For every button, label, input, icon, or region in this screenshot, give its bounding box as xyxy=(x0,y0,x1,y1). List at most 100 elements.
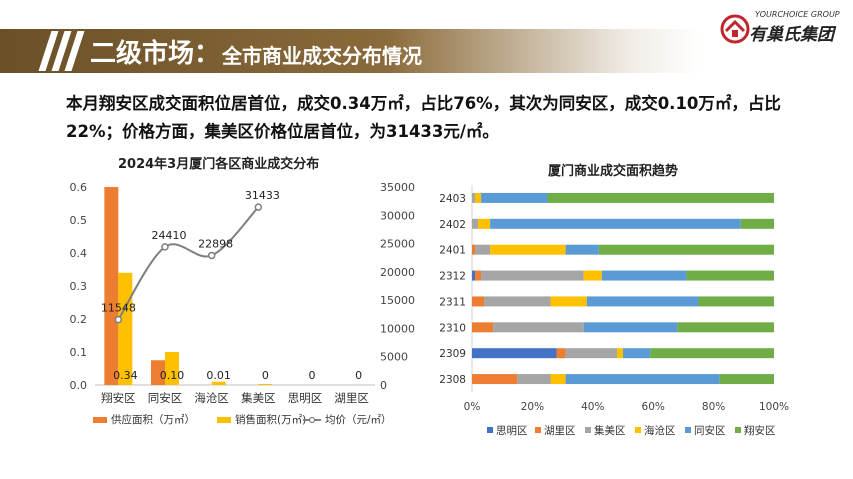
supply-bar xyxy=(104,187,119,385)
stacked-bar-segment xyxy=(472,192,476,203)
stacked-bar-segment xyxy=(550,296,587,307)
stacked-bar-segment xyxy=(481,192,548,203)
legend-label-price: 均价（元/㎡） xyxy=(325,414,392,426)
stacked-bar-segment xyxy=(472,244,476,255)
stacked-bar-segment xyxy=(565,348,617,359)
legend-label-sales: 销售面积(万㎡) xyxy=(235,413,306,426)
right-axis-tick-label: 35000 xyxy=(380,181,415,194)
x-axis-tick-label: 100% xyxy=(759,401,789,413)
stacked-bar-segment xyxy=(481,270,584,281)
stacked-bar-segment xyxy=(472,218,479,229)
x-axis-category-label: 集美区 xyxy=(241,391,275,405)
legend-label: 湖里区 xyxy=(544,425,576,437)
stacked-bar-segment xyxy=(550,374,566,385)
x-axis-tick-label: 80% xyxy=(702,401,725,413)
price-data-label: 11548 xyxy=(101,302,136,315)
y-axis-category-label: 2308 xyxy=(439,374,466,386)
legend-label-supply: 供应面积（万㎡） xyxy=(111,413,195,426)
right-axis-tick-label: 30000 xyxy=(380,209,415,222)
y-axis-category-label: 2401 xyxy=(439,245,466,257)
right-axis-tick-label: 0 xyxy=(380,379,387,392)
x-axis-tick-label: 40% xyxy=(581,401,604,413)
x-axis-category-label: 翔安区 xyxy=(101,391,136,405)
stacked-bar-segment xyxy=(472,348,557,359)
legend-swatch xyxy=(585,427,591,433)
stacked-bar-segment xyxy=(493,322,584,333)
stacked-bar-segment xyxy=(740,218,774,229)
legend-swatch xyxy=(685,427,691,433)
area-trend-chart: 0% 20% 40% 60% 80% 100% 2403 2402 2401 2312 2311 23… xyxy=(439,185,789,437)
stacked-bar-segment xyxy=(475,244,491,255)
sales-bar xyxy=(211,381,226,385)
logo-english-text: YOURCHOICE GROUP xyxy=(755,10,840,19)
district-distribution-chart: 0.0 0.1 0.2 0.3 0.4 0.5 0.6 0 5000 10000 15000 2000… xyxy=(70,181,416,426)
stacked-bar-segment xyxy=(517,374,551,385)
stacked-bar-segment xyxy=(650,348,774,359)
right-axis-tick-label: 25000 xyxy=(380,238,415,251)
price-point xyxy=(114,315,123,324)
stacked-bar-segment xyxy=(598,244,774,255)
stacked-bar-segment xyxy=(472,322,494,333)
legend-swatch xyxy=(487,427,493,433)
page-title: 二级市场： xyxy=(90,39,221,69)
y-axis-category-label: 2310 xyxy=(439,322,466,334)
legend-swatch xyxy=(735,427,741,433)
stacked-bar-segment xyxy=(623,348,651,359)
stacked-bar-segment xyxy=(583,322,678,333)
stacked-bar-segment xyxy=(478,218,491,229)
legend-swatch-supply xyxy=(93,417,107,423)
stacked-bar-segment xyxy=(698,296,774,307)
legend-swatch-sales xyxy=(217,417,231,423)
sales-data-label: 0.01 xyxy=(206,369,231,382)
x-axis-category-label: 思明区 xyxy=(288,391,323,405)
page-subtitle: 全市商业成交分布情况 xyxy=(222,44,422,68)
sales-data-label: 0 xyxy=(309,369,316,382)
legend-label: 翔安区 xyxy=(744,424,776,437)
stacked-bar-segment xyxy=(601,270,687,281)
stacked-bar-segment xyxy=(686,270,774,281)
stacked-bar-segment xyxy=(565,374,720,385)
left-axis-tick-label: 0.6 xyxy=(70,181,88,194)
price-point xyxy=(207,251,216,260)
stacked-bar-segment xyxy=(472,374,518,385)
stacked-bar-segment xyxy=(475,270,482,281)
right-axis-tick-label: 10000 xyxy=(380,322,415,335)
y-axis-category-label: 2309 xyxy=(439,348,466,360)
y-axis-category-label: 2312 xyxy=(439,271,466,283)
left-axis-tick-label: 0.0 xyxy=(70,379,88,392)
legend-label: 同安区 xyxy=(694,424,726,437)
price-data-label: 22898 xyxy=(198,237,233,250)
price-point xyxy=(161,243,169,251)
legend-label: 思明区 xyxy=(496,425,528,437)
chart1-title: 2024年3月厦门各区商业成交分布 xyxy=(118,157,320,172)
legend-label: 海沧区 xyxy=(644,424,676,437)
left-axis-tick-label: 0.1 xyxy=(70,346,88,359)
stacked-bar-segment xyxy=(475,192,482,203)
x-axis-category-label: 同安区 xyxy=(148,391,183,405)
header-bar xyxy=(0,29,700,73)
sales-bar xyxy=(258,384,273,385)
sales-bar xyxy=(165,352,179,385)
x-axis-tick-label: 60% xyxy=(642,401,665,413)
legend-swatch xyxy=(535,427,541,433)
summary-text: 本月翔安区成交面积位居首位，成交0.34万㎡，占比76%，其次为同安区，成交0.… xyxy=(66,94,781,141)
legend-label: 集美区 xyxy=(594,424,626,437)
price-line xyxy=(117,206,260,321)
x-axis-tick-label: 0% xyxy=(464,401,481,413)
left-axis-tick-label: 0.4 xyxy=(70,247,88,260)
supply-bar xyxy=(151,360,165,385)
stacked-bar-segment xyxy=(586,296,699,307)
left-axis-tick-label: 0.2 xyxy=(70,313,88,326)
right-axis-tick-label: 20000 xyxy=(380,266,415,279)
price-data-label: 31433 xyxy=(245,189,280,202)
logo-chinese-text: 有巢氏集团 xyxy=(749,25,834,45)
stacked-bar-segment xyxy=(616,348,623,359)
stacked-bar-segment xyxy=(556,348,566,359)
left-axis-tick-label: 0.3 xyxy=(70,280,88,293)
stacked-bar-segment xyxy=(472,296,485,307)
stacked-bar-segment xyxy=(565,244,599,255)
stacked-bar-segment xyxy=(719,374,774,385)
y-axis-category-label: 2311 xyxy=(439,296,466,308)
sales-data-label: 0.10 xyxy=(160,369,185,382)
stacked-bar-segment xyxy=(484,296,551,307)
